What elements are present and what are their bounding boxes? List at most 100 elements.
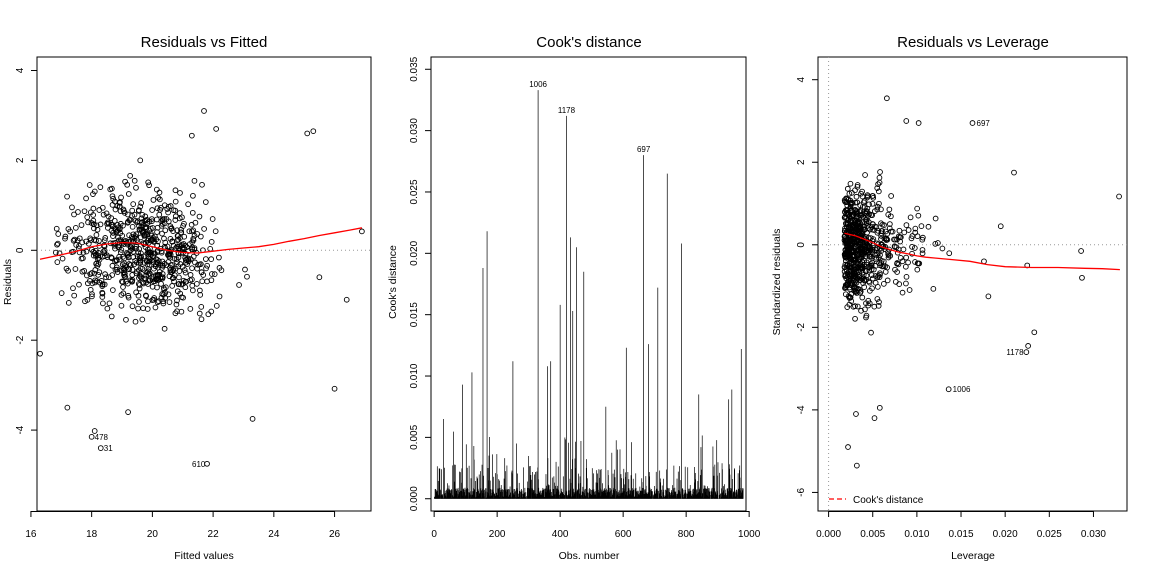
std-residual-point (915, 260, 922, 267)
residual-point (165, 251, 172, 258)
residual-point (139, 211, 146, 218)
std-residual-point (854, 182, 861, 188)
residual-point (203, 265, 209, 272)
panel3-xlabel: Leverage (951, 550, 995, 562)
residual-point (116, 244, 122, 251)
panel3-legend: Cook's distance (829, 495, 924, 506)
outlier-label: 697 (977, 119, 991, 128)
residual-point (180, 241, 187, 247)
residual-point (190, 287, 196, 294)
residual-point (146, 182, 152, 189)
residual-point (208, 308, 215, 315)
residual-point (108, 215, 115, 221)
residual-point (197, 292, 204, 298)
residual-point (181, 233, 188, 240)
residual-point (167, 267, 174, 274)
residual-point (187, 277, 194, 284)
panel2-xlabel: Obs. number (559, 550, 620, 562)
x-tick-label: 0 (431, 529, 437, 540)
std-residual-point (842, 247, 849, 253)
residual-point (72, 266, 79, 272)
std-residual-point (935, 240, 941, 246)
residual-point (92, 277, 99, 284)
residual-point (97, 184, 104, 190)
residual-point (195, 261, 201, 268)
residual-point (84, 297, 91, 303)
std-residual-point (899, 258, 906, 265)
std-residual-point (874, 203, 881, 210)
std-residual-point (905, 227, 912, 233)
residual-point (104, 254, 111, 260)
std-residual-point (871, 303, 878, 310)
y-tick-label: -2 (15, 335, 26, 344)
std-residual-point (852, 303, 858, 309)
residual-point (103, 274, 109, 281)
std-residual-point (865, 213, 872, 219)
residual-point (136, 275, 142, 281)
residual-point (189, 228, 195, 235)
residual-point (132, 258, 139, 264)
std-residual-point (851, 286, 857, 292)
std-residual-point (879, 221, 886, 228)
residual-point (149, 218, 155, 225)
residual-point (147, 256, 154, 262)
y-tick-label: 0.020 (409, 240, 420, 265)
std-residual-point (895, 233, 902, 240)
residual-point (162, 227, 169, 234)
std-residual-point (852, 187, 858, 194)
std-residual-point (903, 222, 910, 228)
residual-point (170, 243, 177, 249)
residual-point (106, 300, 113, 307)
residual-point (331, 385, 338, 392)
residual-point (249, 416, 256, 422)
residual-point (124, 250, 130, 256)
residual-point (167, 223, 174, 230)
residual-point (164, 206, 171, 212)
std-residual-point (844, 304, 851, 310)
std-residual-point (842, 234, 848, 240)
residual-point (112, 245, 118, 252)
residual-point (110, 230, 116, 236)
std-residual-point (869, 212, 875, 219)
residual-point (88, 237, 94, 243)
residual-point (154, 249, 161, 255)
residual-point (62, 235, 68, 242)
std-residual-point (857, 227, 864, 234)
std-residual-point (854, 199, 861, 206)
std-residual-point (919, 247, 926, 253)
residual-point (99, 290, 106, 297)
residual-point (127, 262, 134, 268)
residual-point (78, 255, 85, 262)
std-residual-point (878, 236, 884, 242)
residual-point (152, 304, 159, 311)
residual-point (175, 250, 182, 257)
x-tick-label: 16 (25, 529, 37, 540)
std-residual-point (844, 185, 851, 192)
residual-point (201, 108, 207, 114)
residual-point (146, 262, 153, 268)
residual-point (99, 204, 106, 211)
std-residual-point (859, 269, 866, 276)
std-residual-point (868, 253, 875, 260)
residual-point (129, 212, 135, 219)
residual-point (176, 210, 183, 216)
std-residual-point (875, 188, 882, 195)
std-residual-point (857, 202, 864, 209)
std-residual-point (846, 190, 853, 197)
residual-point (178, 226, 184, 233)
std-residual-point (1011, 169, 1017, 176)
residual-point (160, 300, 167, 307)
std-residual-point (884, 236, 891, 243)
std-residual-point (846, 264, 853, 270)
residual-point (310, 128, 317, 135)
residual-point (190, 227, 197, 234)
residual-point (55, 231, 62, 237)
residual-point (190, 253, 197, 260)
residual-point (154, 299, 161, 306)
std-residual-point (920, 234, 926, 241)
std-residual-point (849, 212, 856, 218)
residual-point (172, 198, 179, 205)
std-residual-point (870, 221, 876, 228)
residual-point (182, 242, 188, 249)
residual-point (93, 222, 100, 229)
